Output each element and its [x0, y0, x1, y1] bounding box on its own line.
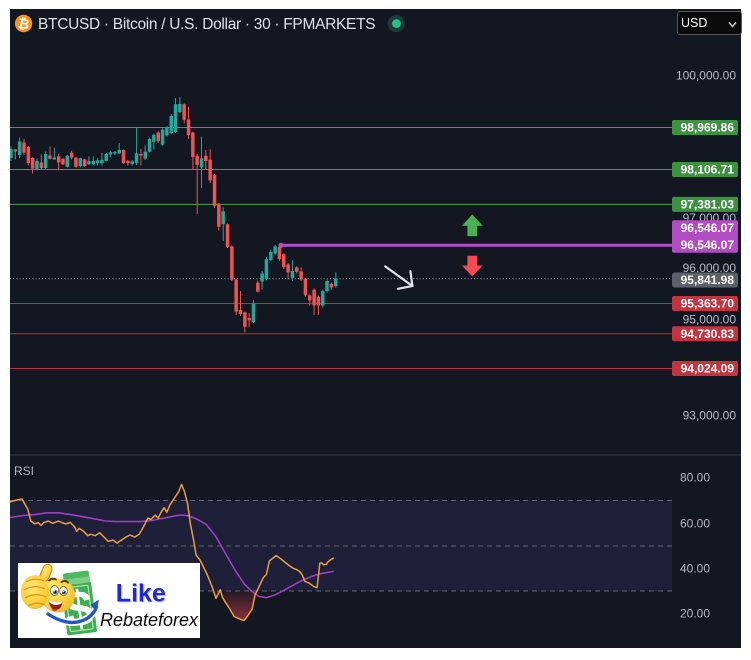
svg-text:98,106.71: 98,106.71 — [681, 163, 735, 177]
svg-text:95,841.98: 95,841.98 — [681, 273, 735, 287]
svg-text:Rebateforex: Rebateforex — [100, 610, 199, 630]
svg-text:97,381.03: 97,381.03 — [681, 198, 735, 212]
svg-text:95,363.70: 95,363.70 — [681, 297, 735, 311]
svg-text:RSI: RSI — [14, 464, 34, 478]
svg-text:93,000.00: 93,000.00 — [683, 408, 737, 422]
svg-text:96,000.00: 96,000.00 — [683, 261, 737, 275]
svg-text:94,730.83: 94,730.83 — [681, 327, 735, 341]
svg-text:96,546.07: 96,546.07 — [681, 221, 735, 235]
svg-text:40.00: 40.00 — [680, 562, 710, 576]
svg-text:95,000.00: 95,000.00 — [683, 313, 737, 327]
svg-text:₿: ₿ — [17, 16, 30, 33]
svg-text:98,969.86: 98,969.86 — [681, 121, 735, 135]
svg-text:BTCUSD · Bitcoin / U.S. Dollar: BTCUSD · Bitcoin / U.S. Dollar · 30 · FP… — [38, 16, 375, 33]
svg-text:80.00: 80.00 — [680, 471, 710, 485]
svg-text:Like: Like — [117, 580, 167, 608]
svg-text:94,024.09: 94,024.09 — [681, 362, 735, 376]
svg-text:Like: Like — [116, 580, 166, 608]
svg-text:60.00: 60.00 — [680, 517, 710, 531]
svg-text:100,000.00: 100,000.00 — [676, 69, 736, 83]
svg-text:20.00: 20.00 — [680, 607, 710, 621]
svg-text:96,546.07: 96,546.07 — [681, 238, 735, 252]
